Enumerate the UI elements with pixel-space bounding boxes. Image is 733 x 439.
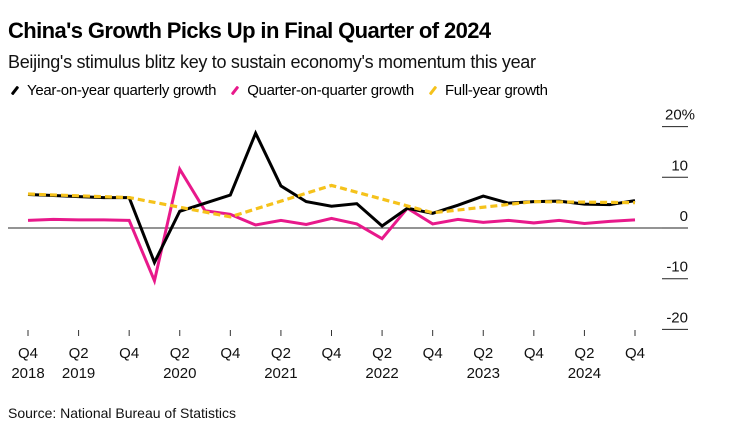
x-tick-label-quarter: Q4	[423, 345, 443, 362]
x-tick-label-quarter: Q2	[574, 345, 594, 362]
y-tick-label: 0	[680, 208, 688, 225]
x-tick-label-quarter: Q4	[18, 345, 38, 362]
chart-title: China's Growth Picks Up in Final Quarter…	[8, 18, 491, 43]
y-tick-label: 10	[671, 157, 688, 174]
x-tick-label-quarter: Q4	[625, 345, 645, 362]
x-axis: Q4 2018 Q2 2019 Q4 Q2 2020 Q4 Q2 2021 Q4 Q2 2022 Q4 Q2…	[11, 330, 645, 382]
x-tick-label-quarter: Q2	[271, 345, 291, 362]
x-tick-label-quarter: Q2	[170, 345, 190, 362]
source-note: Source: National Bureau of Statistics	[8, 405, 237, 421]
x-tick-label-quarter: Q4	[119, 345, 139, 362]
x-tick-label-year: 2019	[62, 365, 95, 382]
x-tick-label-year: 2021	[264, 365, 297, 382]
x-tick-label-year: 2018	[11, 365, 44, 382]
x-tick-label-quarter: Q2	[372, 345, 392, 362]
y-tick-label: -20	[666, 309, 688, 326]
x-tick-label-quarter: Q2	[473, 345, 493, 362]
y-tick-label: 20%	[665, 107, 695, 124]
legend-label-yoy: Year-on-year quarterly growth	[27, 82, 217, 99]
legend: Year-on-year quarterly growth Quarter-on…	[8, 82, 560, 99]
x-tick-label-quarter: Q4	[220, 345, 240, 362]
x-tick-label-quarter: Q4	[321, 345, 341, 362]
legend-label-qoq: Quarter-on-quarter growth	[247, 82, 414, 99]
x-tick-label-year: 2022	[365, 365, 398, 382]
x-tick-label-year: 2023	[467, 365, 500, 382]
x-tick-label-quarter: Q2	[69, 345, 89, 362]
legend-item-qoq: Quarter-on-quarter growth	[228, 82, 414, 99]
x-tick-label-year: 2020	[163, 365, 196, 382]
x-tick-label-year: 2024	[568, 365, 601, 382]
legend-label-full-year: Full-year growth	[444, 82, 548, 99]
series-group	[27, 129, 636, 286]
chart-subtitle: Beijing's stimulus blitz key to sustain …	[8, 52, 536, 72]
legend-item-yoy: Year-on-year quarterly growth	[8, 82, 216, 99]
y-axis: 20% 10 0 -10 -20	[662, 107, 695, 330]
y-tick-label: -10	[666, 259, 688, 276]
legend-item-full-year: Full-year growth	[426, 82, 548, 99]
x-tick-label-quarter: Q4	[524, 345, 544, 362]
